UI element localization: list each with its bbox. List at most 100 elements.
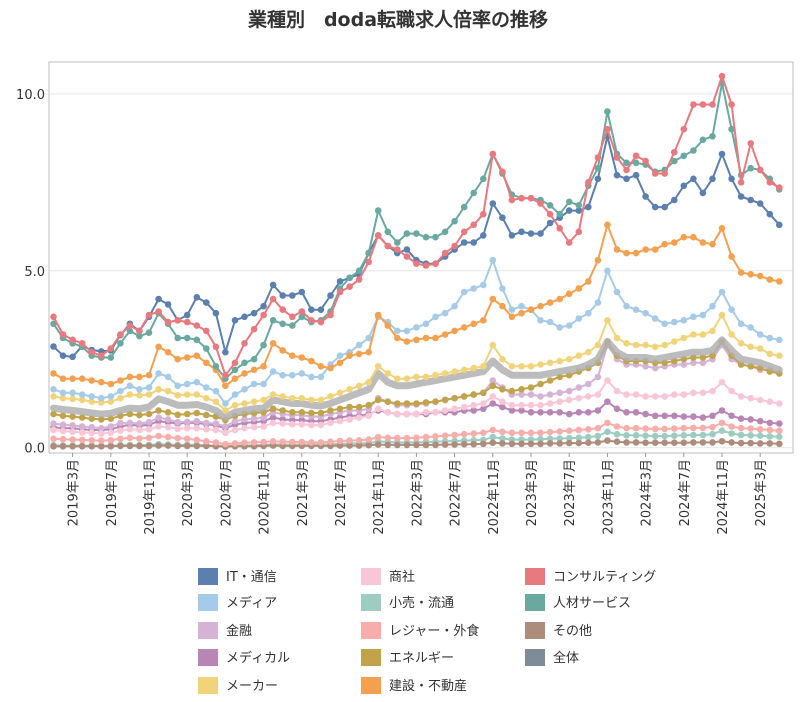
data-point [346, 283, 353, 291]
data-point [183, 442, 191, 450]
data-point [632, 439, 640, 446]
data-point [499, 440, 506, 447]
data-point [432, 441, 439, 449]
data-point [174, 317, 181, 324]
data-point [413, 410, 420, 418]
data-point [728, 175, 735, 183]
x-tick-label: 2020年3月 [181, 459, 196, 526]
legend-swatch [198, 649, 218, 666]
data-point [269, 405, 277, 413]
data-point [298, 288, 306, 296]
x-tick-label: 2022年3月 [410, 459, 425, 526]
data-point [623, 391, 630, 398]
data-point [183, 311, 191, 319]
data-point [126, 426, 134, 433]
data-point [269, 438, 277, 445]
data-point [394, 246, 401, 253]
data-point [737, 393, 745, 400]
data-point [298, 308, 306, 315]
data-point [50, 426, 57, 434]
data-point [709, 327, 716, 335]
data-point [145, 410, 153, 418]
data-point [136, 332, 143, 340]
data-point [289, 352, 296, 360]
data-point [422, 409, 430, 416]
data-point [565, 198, 573, 206]
data-point [556, 398, 563, 406]
data-point [508, 440, 516, 448]
data-point [336, 359, 344, 367]
data-point [164, 442, 172, 449]
data-point [480, 210, 487, 218]
data-point [78, 443, 86, 450]
data-point [604, 428, 611, 436]
data-point [384, 409, 392, 416]
data-point [69, 428, 76, 436]
data-point [384, 441, 392, 449]
data-point [613, 387, 621, 395]
data-point [336, 389, 344, 397]
legend-swatch [361, 594, 381, 611]
data-point [489, 150, 497, 158]
data-point [164, 318, 172, 326]
data-point [642, 393, 649, 400]
data-point [394, 410, 401, 418]
data-point [632, 409, 640, 416]
data-point [212, 343, 220, 351]
data-point [164, 301, 172, 308]
data-point [403, 230, 411, 237]
data-point [441, 407, 449, 414]
data-point [728, 387, 735, 395]
data-point [585, 433, 592, 441]
data-point [269, 419, 277, 427]
data-point [451, 441, 458, 448]
legend-label: メディア [226, 595, 277, 611]
data-point [680, 413, 688, 420]
data-point [174, 442, 181, 450]
data-point [59, 412, 67, 420]
data-point [518, 309, 525, 317]
data-point [117, 435, 124, 443]
data-point [432, 334, 439, 342]
data-point [623, 424, 630, 432]
data-point [107, 345, 115, 352]
data-point [432, 398, 439, 406]
data-point [50, 410, 57, 418]
data-point [480, 232, 487, 239]
data-point [50, 370, 57, 377]
data-point [374, 232, 382, 239]
data-point [518, 302, 525, 310]
data-point [355, 437, 363, 444]
data-point [260, 438, 267, 446]
data-point [193, 352, 201, 360]
data-point [623, 166, 630, 174]
legend-swatch [198, 568, 218, 585]
legend-item: IT・通信 [198, 568, 277, 585]
data-point [585, 179, 592, 186]
data-point [432, 433, 439, 440]
data-point [98, 437, 105, 444]
data-point [556, 357, 563, 365]
x-tick-label: 2022年7月 [449, 459, 464, 526]
data-point [575, 285, 583, 292]
data-point [384, 228, 392, 236]
data-point [327, 407, 334, 414]
data-point [480, 317, 487, 324]
data-point [355, 414, 363, 421]
legend-label: 金融 [226, 623, 252, 639]
legend-item: 人材サービス [525, 594, 631, 611]
data-point [527, 230, 535, 237]
data-point [365, 436, 373, 443]
data-point [308, 439, 315, 446]
data-point [117, 340, 124, 347]
data-point [527, 194, 535, 202]
data-point [718, 438, 726, 445]
data-point [174, 382, 181, 390]
data-point [776, 440, 783, 448]
data-point [126, 410, 134, 418]
data-point [680, 233, 688, 241]
data-point [174, 418, 181, 426]
data-point [776, 433, 783, 441]
data-point [680, 439, 688, 447]
data-point [671, 439, 678, 447]
